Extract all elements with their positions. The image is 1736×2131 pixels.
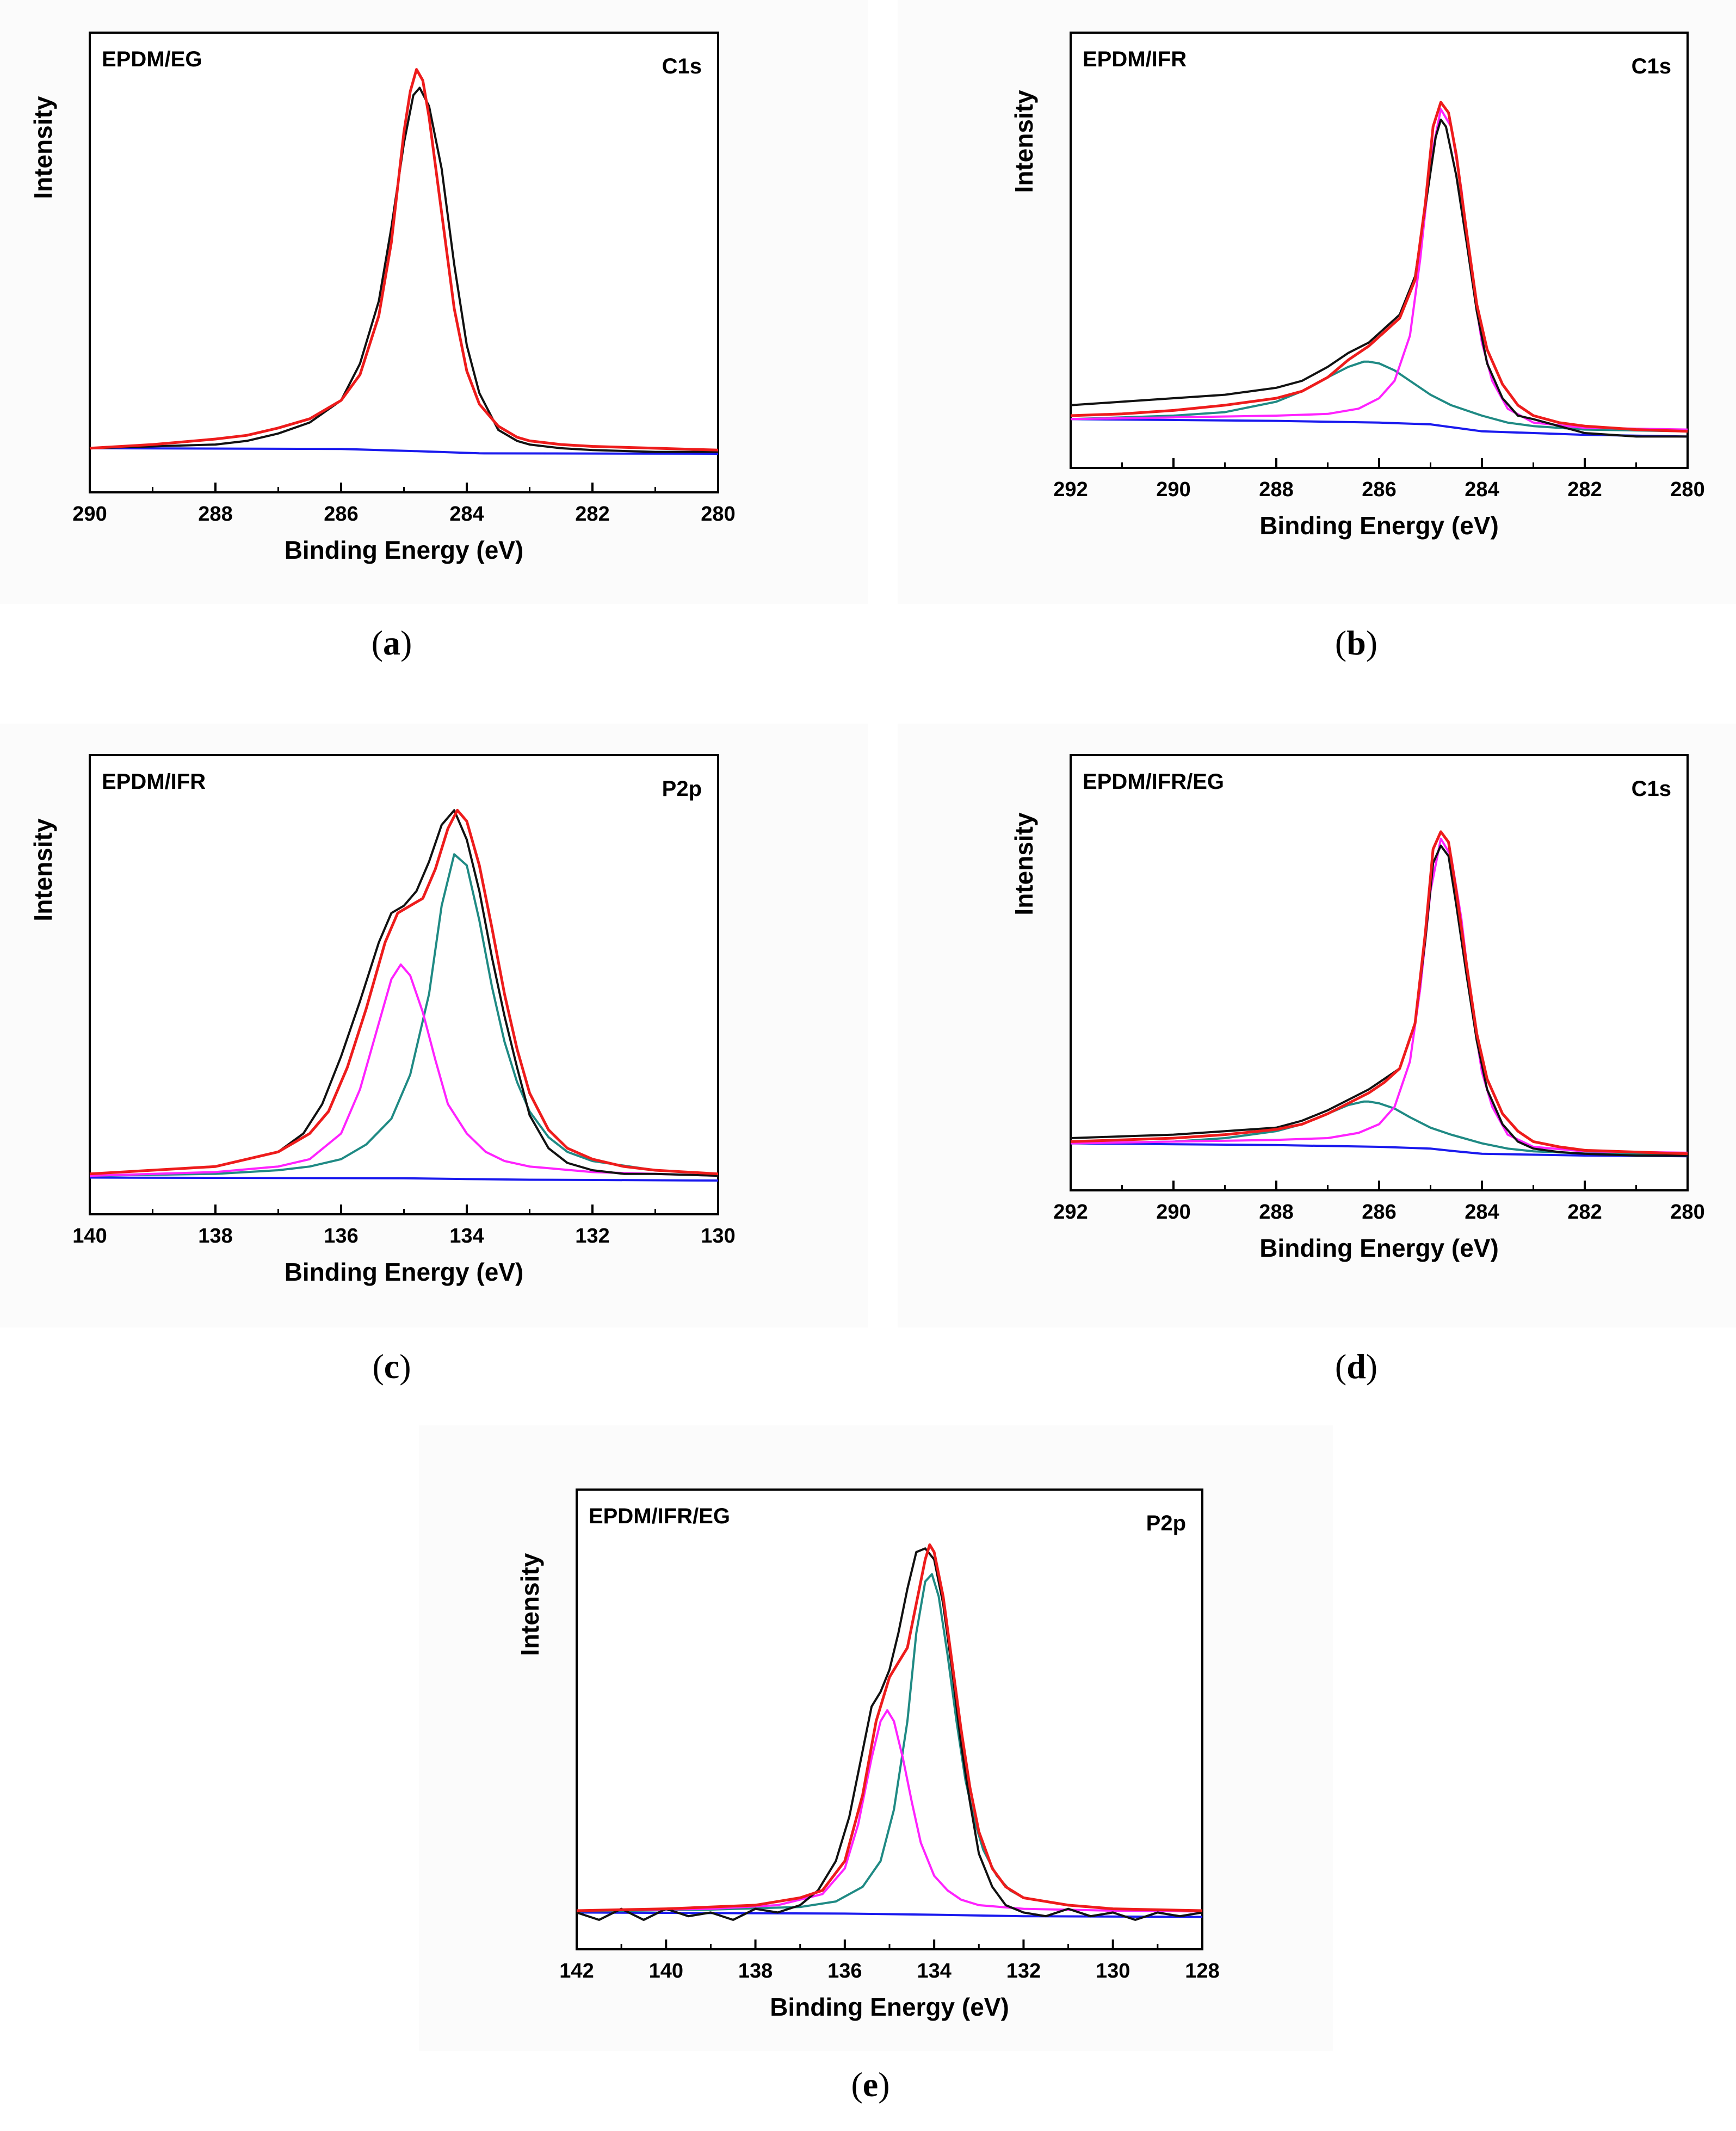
x-tick-label: 280 (1670, 1201, 1704, 1224)
y-axis-label: Intensity (516, 1553, 544, 1656)
x-tick-label: 136 (827, 1960, 862, 1982)
x-tick-label: 290 (1156, 478, 1190, 501)
series-component-b-line (1070, 360, 1688, 433)
x-tick-label: 282 (575, 503, 609, 526)
series-envelope-line (89, 808, 719, 1176)
series-raw-line (89, 809, 719, 1177)
x-tick-label: 280 (701, 503, 735, 526)
x-tick-label: 280 (1670, 478, 1704, 501)
y-axis-label: Intensity (1010, 90, 1038, 193)
series-raw-line (576, 1547, 1203, 1921)
sample-label: EPDM/IFR (1083, 47, 1187, 71)
series-envelope-line (1070, 830, 1688, 1156)
x-tick-label: 290 (72, 503, 107, 526)
x-tick-label: 138 (198, 1225, 232, 1247)
x-axis-label: Binding Energy (eV) (1259, 1234, 1499, 1262)
series-envelope-line (89, 68, 719, 452)
x-tick-label: 290 (1156, 1201, 1190, 1224)
chart-e: 142 140 138 136 134 132 130 128 Binding Energy (… (516, 1488, 1220, 2021)
series-component-a-line (1070, 837, 1688, 1154)
plot-frame-b (1070, 32, 1689, 469)
core-level-label: C1s (1632, 54, 1671, 78)
core-level-label: C1s (1632, 777, 1671, 801)
x-tick-label: 286 (1362, 478, 1396, 501)
y-axis-label: Intensity (29, 96, 57, 199)
x-tick-label: 134 (917, 1960, 951, 1982)
plot-frame-e (576, 1488, 1203, 1950)
x-tick-label: 284 (1465, 1201, 1499, 1224)
x-tick-label: 284 (1465, 478, 1499, 501)
caption-a: (a) (371, 623, 412, 662)
x-tick-label: 286 (1362, 1201, 1396, 1224)
core-level-label: C1s (662, 54, 702, 78)
x-tick-label: 282 (1567, 1201, 1602, 1224)
core-level-label: P2p (1146, 1511, 1186, 1535)
x-tick-label: 132 (1006, 1960, 1041, 1982)
x-tick-label: 288 (198, 503, 232, 526)
series-baseline-line (1070, 1142, 1688, 1158)
x-tick-label: 132 (575, 1225, 609, 1247)
series-envelope-line (1070, 101, 1688, 433)
x-tick-label: 292 (1053, 478, 1088, 501)
caption-b: (b) (1335, 623, 1378, 662)
x-tick-label: 136 (324, 1225, 358, 1247)
sample-label: EPDM/IFR/EG (1083, 770, 1224, 794)
x-tick-label: 288 (1259, 478, 1293, 501)
x-tick-label: 138 (738, 1960, 773, 1982)
chart-b: 292 290 288 286 284 282 280 Binding Energy (eV)… (1010, 32, 1705, 540)
x-axis-label: Binding Energy (eV) (285, 1258, 524, 1286)
x-tick-label: 282 (1567, 478, 1602, 501)
caption-c: (c) (372, 1347, 411, 1386)
plot-frame-d (1070, 754, 1689, 1191)
sample-label: EPDM/EG (102, 47, 202, 71)
caption-d: (d) (1335, 1347, 1378, 1386)
series-component-b-line (1070, 1100, 1688, 1156)
series-baseline-line (576, 1911, 1203, 1918)
chart-d: 292 290 288 286 284 282 280 Binding Energy (eV)… (1010, 754, 1705, 1262)
x-tick-label: 284 (449, 503, 484, 526)
series-baseline-line (89, 447, 719, 455)
x-tick-label: 142 (559, 1960, 594, 1982)
core-level-label: P2p (662, 777, 702, 801)
series-component-a-line (89, 963, 719, 1177)
plot-frame-c (89, 754, 719, 1215)
plot-frame-a (89, 32, 719, 493)
x-tick-label: 288 (1259, 1201, 1293, 1224)
series-component-b-line (89, 853, 719, 1177)
x-tick-label: 140 (649, 1960, 683, 1982)
sample-label: EPDM/IFR/EG (589, 1504, 730, 1528)
series-component-a-line (576, 1709, 1203, 1913)
x-axis-label: Binding Energy (eV) (770, 1993, 1009, 2021)
x-tick-label: 140 (72, 1225, 107, 1247)
x-tick-label: 128 (1185, 1960, 1219, 1982)
series-baseline-line (89, 1176, 719, 1182)
series-baseline-line (1070, 418, 1688, 438)
y-axis-label: Intensity (29, 818, 57, 922)
x-tick-label: 130 (1096, 1960, 1130, 1982)
x-axis-label: Binding Energy (eV) (1259, 511, 1499, 540)
series-envelope-line (576, 1543, 1203, 1912)
x-tick-label: 134 (449, 1225, 484, 1247)
x-tick-label: 292 (1053, 1201, 1088, 1224)
caption-e: (e) (851, 2065, 890, 2104)
series-raw-line (89, 87, 718, 453)
x-tick-label: 286 (324, 503, 358, 526)
chart-c: 140 138 136 134 132 130 Binding Energy (eV) Int… (29, 754, 736, 1286)
sample-label: EPDM/IFR (102, 770, 206, 794)
x-tick-label: 130 (701, 1225, 735, 1247)
chart-a: 290 288 286 284 282 280 Binding Energy (eV) Int… (29, 32, 736, 564)
series-raw-line (1070, 119, 1688, 438)
y-axis-label: Intensity (1010, 812, 1038, 916)
x-axis-label: Binding Energy (eV) (285, 536, 524, 564)
